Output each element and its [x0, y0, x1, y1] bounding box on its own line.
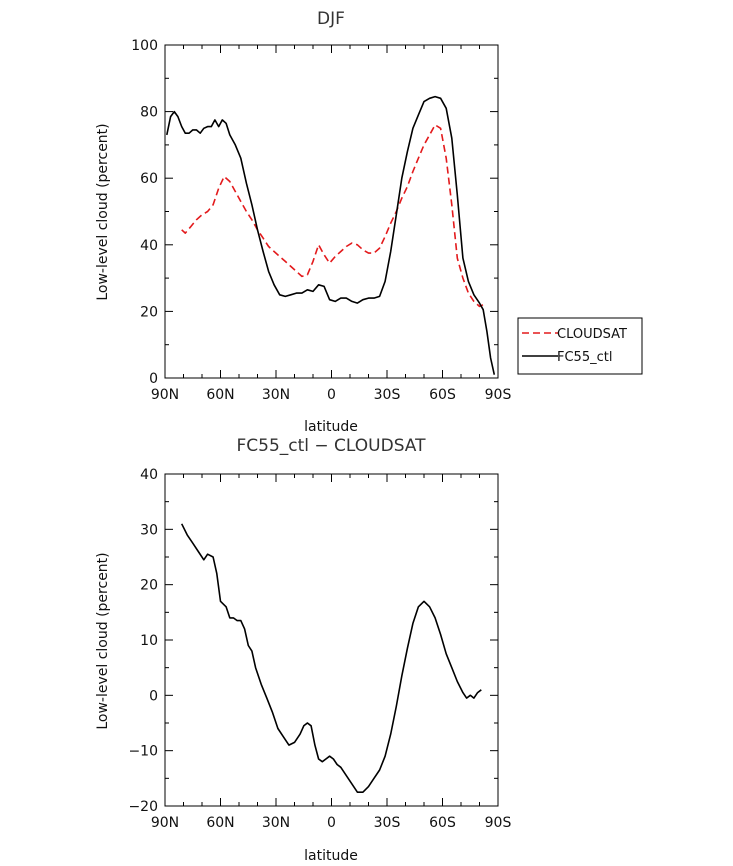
chart-top-legend: CLOUDSAT FC55_ctl	[517, 317, 643, 375]
chart-bottom-title: FC55_ctl − CLOUDSAT	[236, 436, 426, 456]
series-line-cloudsat	[181, 124, 484, 308]
x-tick-label: 60S	[429, 815, 456, 831]
chart-top-ylabel: Low-level cloud (percent)	[95, 123, 111, 300]
chart-top-xlabel: latitude	[304, 419, 358, 435]
series-line-fc55-ctl	[166, 95, 496, 375]
y-tick-label: 0	[149, 371, 158, 387]
x-tick-label: 30S	[374, 387, 401, 403]
x-tick-label: 30N	[262, 815, 290, 831]
y-tick-label: 40	[140, 238, 158, 254]
y-tick-label: 0	[149, 688, 158, 704]
legend-label-fc55ctl: FC55_ctl	[557, 350, 612, 365]
chart-bottom: FC55_ctl − CLOUDSAT 90N 60N 30N 0 30S 60S 90S −…	[95, 436, 511, 864]
y-tick-label: 10	[140, 633, 158, 649]
x-tick-label: 60N	[206, 815, 234, 831]
chart-bottom-plot-area: 90N 60N 30N 0 30S 60S 90S −20 −10 0 10 20 30 40	[128, 467, 511, 831]
y-tick-label: 20	[140, 578, 158, 594]
chart-bottom-ylabel: Low-level cloud (percent)	[95, 552, 111, 729]
chart-top-title: DJF	[317, 9, 345, 29]
legend-box	[517, 317, 643, 375]
y-tick-label: 40	[140, 467, 158, 483]
legend-label-cloudsat: CLOUDSAT	[557, 327, 627, 342]
chart-top-plot-area: 90N 60N 30N 0 30S 60S 90S 0 20 40 60 80 100	[131, 38, 511, 403]
y-tick-label: −20	[128, 799, 158, 815]
x-tick-label: 90N	[151, 815, 179, 831]
x-tick-label: 90S	[485, 387, 512, 403]
y-tick-label: 60	[140, 171, 158, 187]
y-tick-label: 80	[140, 105, 158, 121]
y-tick-label: 30	[140, 522, 158, 538]
y-tick-label: 20	[140, 304, 158, 320]
x-tick-label: 60S	[429, 387, 456, 403]
x-tick-label: 0	[327, 815, 336, 831]
series-line-difference-0	[180, 523, 482, 794]
chart-top: DJF 90N 60N 30N 0 30S 60S 90S 0 20 40 60 80 100 lati…	[95, 9, 643, 435]
plot-frame	[164, 473, 499, 807]
y-tick-label: −10	[128, 744, 158, 760]
x-tick-label: 30S	[374, 815, 401, 831]
x-tick-label: 60N	[206, 387, 234, 403]
x-tick-label: 30N	[262, 387, 290, 403]
x-tick-label: 0	[327, 387, 336, 403]
chart-bottom-xlabel: latitude	[304, 848, 358, 864]
x-tick-label: 90S	[485, 815, 512, 831]
y-tick-label: 100	[131, 38, 158, 54]
plot-frame	[164, 44, 499, 379]
x-tick-label: 90N	[151, 387, 179, 403]
